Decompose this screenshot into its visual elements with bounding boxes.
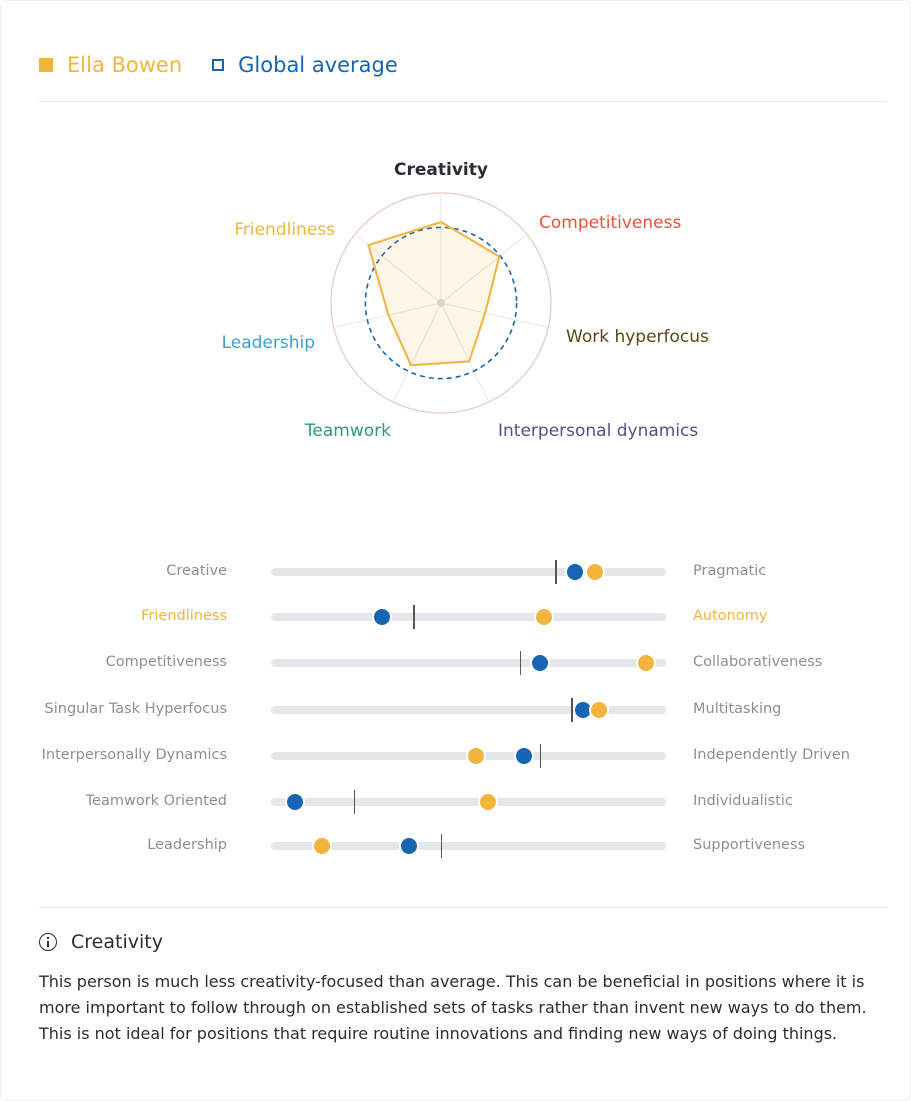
radar-axis-label-teamwork[interactable]: Teamwork (304, 421, 391, 441)
radar-chart: Creativity Competitiveness Work hyperfocus… (222, 160, 709, 441)
slider-left-label: Competitiveness (105, 654, 227, 670)
slider-average-marker (413, 605, 415, 629)
slider-right-label: Individualistic (693, 793, 793, 809)
radar-spoke (440, 302, 547, 328)
slider-track (271, 744, 666, 768)
slider-right-label: Collaborativeness (693, 654, 823, 670)
slider-left-label: Singular Task Hyperfocus (44, 701, 227, 717)
slider-dot-global-average[interactable] (515, 748, 532, 764)
slider-average-marker (519, 651, 522, 675)
slider-row[interactable]: Singular Task Hyperfocus Multitasking (1, 695, 911, 725)
slider-average-marker (555, 560, 557, 584)
slider-dot-global-average[interactable] (401, 838, 418, 854)
legend-item-average[interactable]: Global average (212, 53, 398, 77)
slider-dot-ella-bowen[interactable] (535, 609, 552, 625)
slider-right-label: Pragmatic (693, 563, 767, 579)
legend-swatch-average (212, 59, 225, 71)
slider-left-label: Creative (166, 563, 227, 579)
slider-average-marker (571, 698, 573, 722)
info-icon (39, 933, 57, 951)
legend-swatch-person (39, 58, 53, 72)
radar-spoke (440, 302, 489, 401)
slider-right-label: Independently Driven (693, 747, 850, 763)
radar-axis-label-friendliness[interactable]: Friendliness (234, 220, 335, 240)
radar-axis-label-creativity[interactable]: Creativity (394, 160, 488, 180)
slider-left-label: Teamwork Oriented (85, 793, 227, 809)
slider-row[interactable]: Competitiveness Collaborativeness (1, 648, 911, 678)
slider-average-marker (440, 834, 443, 858)
top-divider (39, 101, 887, 102)
slider-dot-ella-bowen[interactable] (638, 655, 655, 671)
radar-axis-label-work-hyperfocus[interactable]: Work hyperfocus (566, 327, 709, 347)
radar-spoke (393, 302, 442, 401)
slider-dot-ella-bowen[interactable] (480, 794, 497, 810)
radar-axis-labels: Creativity Competitiveness Work hyperfocus… (222, 160, 709, 441)
radar-grid (330, 192, 552, 414)
slider-row[interactable]: Interpersonally Dynamics Independently Dr… (1, 741, 911, 771)
slider-dot-ella-bowen[interactable] (590, 702, 607, 718)
slider-row[interactable]: Leadership Supportiveness (1, 831, 911, 861)
slider-dot-global-average[interactable] (575, 702, 592, 718)
slider-dot-ella-bowen[interactable] (586, 564, 603, 580)
slider-dot-global-average[interactable] (567, 564, 584, 580)
slider-track (271, 790, 666, 814)
info-panel: Creativity This person is much less crea… (39, 931, 879, 1047)
legend-label-average: Global average (238, 53, 398, 77)
slider-right-label: Multitasking (693, 701, 782, 717)
radar-axis-label-interpersonal-dynamics[interactable]: Interpersonal dynamics (498, 421, 698, 441)
slider-row[interactable]: Creative Pragmatic (1, 557, 911, 587)
info-title: Creativity (71, 931, 163, 953)
slider-average-marker (353, 790, 356, 814)
slider-track (271, 651, 666, 675)
slider-track (271, 834, 666, 858)
slider-dot-global-average[interactable] (286, 794, 303, 810)
slider-track (271, 605, 666, 629)
slider-dot-global-average[interactable] (373, 609, 390, 625)
legend-item-person[interactable]: Ella Bowen (39, 53, 182, 77)
radar-center (437, 299, 445, 307)
slider-left-label: Friendliness (141, 608, 227, 624)
slider-left-label: Interpersonally Dynamics (41, 747, 227, 763)
radar-series-ella-bowen (367, 221, 501, 367)
slider-dot-ella-bowen[interactable] (314, 838, 331, 854)
slider-right-label: Autonomy (693, 608, 768, 624)
info-description: This person is much less creativity-focu… (39, 972, 867, 1043)
slider-dot-global-average[interactable] (531, 655, 548, 671)
slider-dot-ella-bowen[interactable] (468, 748, 485, 764)
radar-spoke (440, 235, 526, 304)
slider-right-label: Supportiveness (693, 837, 806, 853)
legend-label-person: Ella Bowen (67, 53, 183, 77)
slider-row[interactable]: Friendliness Autonomy (1, 602, 911, 632)
bottom-divider (39, 907, 887, 908)
info-header: Creativity (39, 931, 879, 953)
slider-track (271, 698, 666, 722)
radar-spoke (356, 235, 442, 304)
slider-track (271, 560, 666, 584)
slider-average-marker (539, 744, 542, 768)
chart-legend: Ella Bowen Global average (39, 53, 428, 77)
slider-left-label: Leadership (147, 837, 227, 853)
radar-axis-label-competitiveness[interactable]: Competitiveness (539, 213, 681, 233)
slider-row[interactable]: Teamwork Oriented Individualistic (1, 787, 911, 817)
radar-axis-label-leadership[interactable]: Leadership (222, 333, 315, 353)
radar-average-ring (364, 226, 518, 380)
